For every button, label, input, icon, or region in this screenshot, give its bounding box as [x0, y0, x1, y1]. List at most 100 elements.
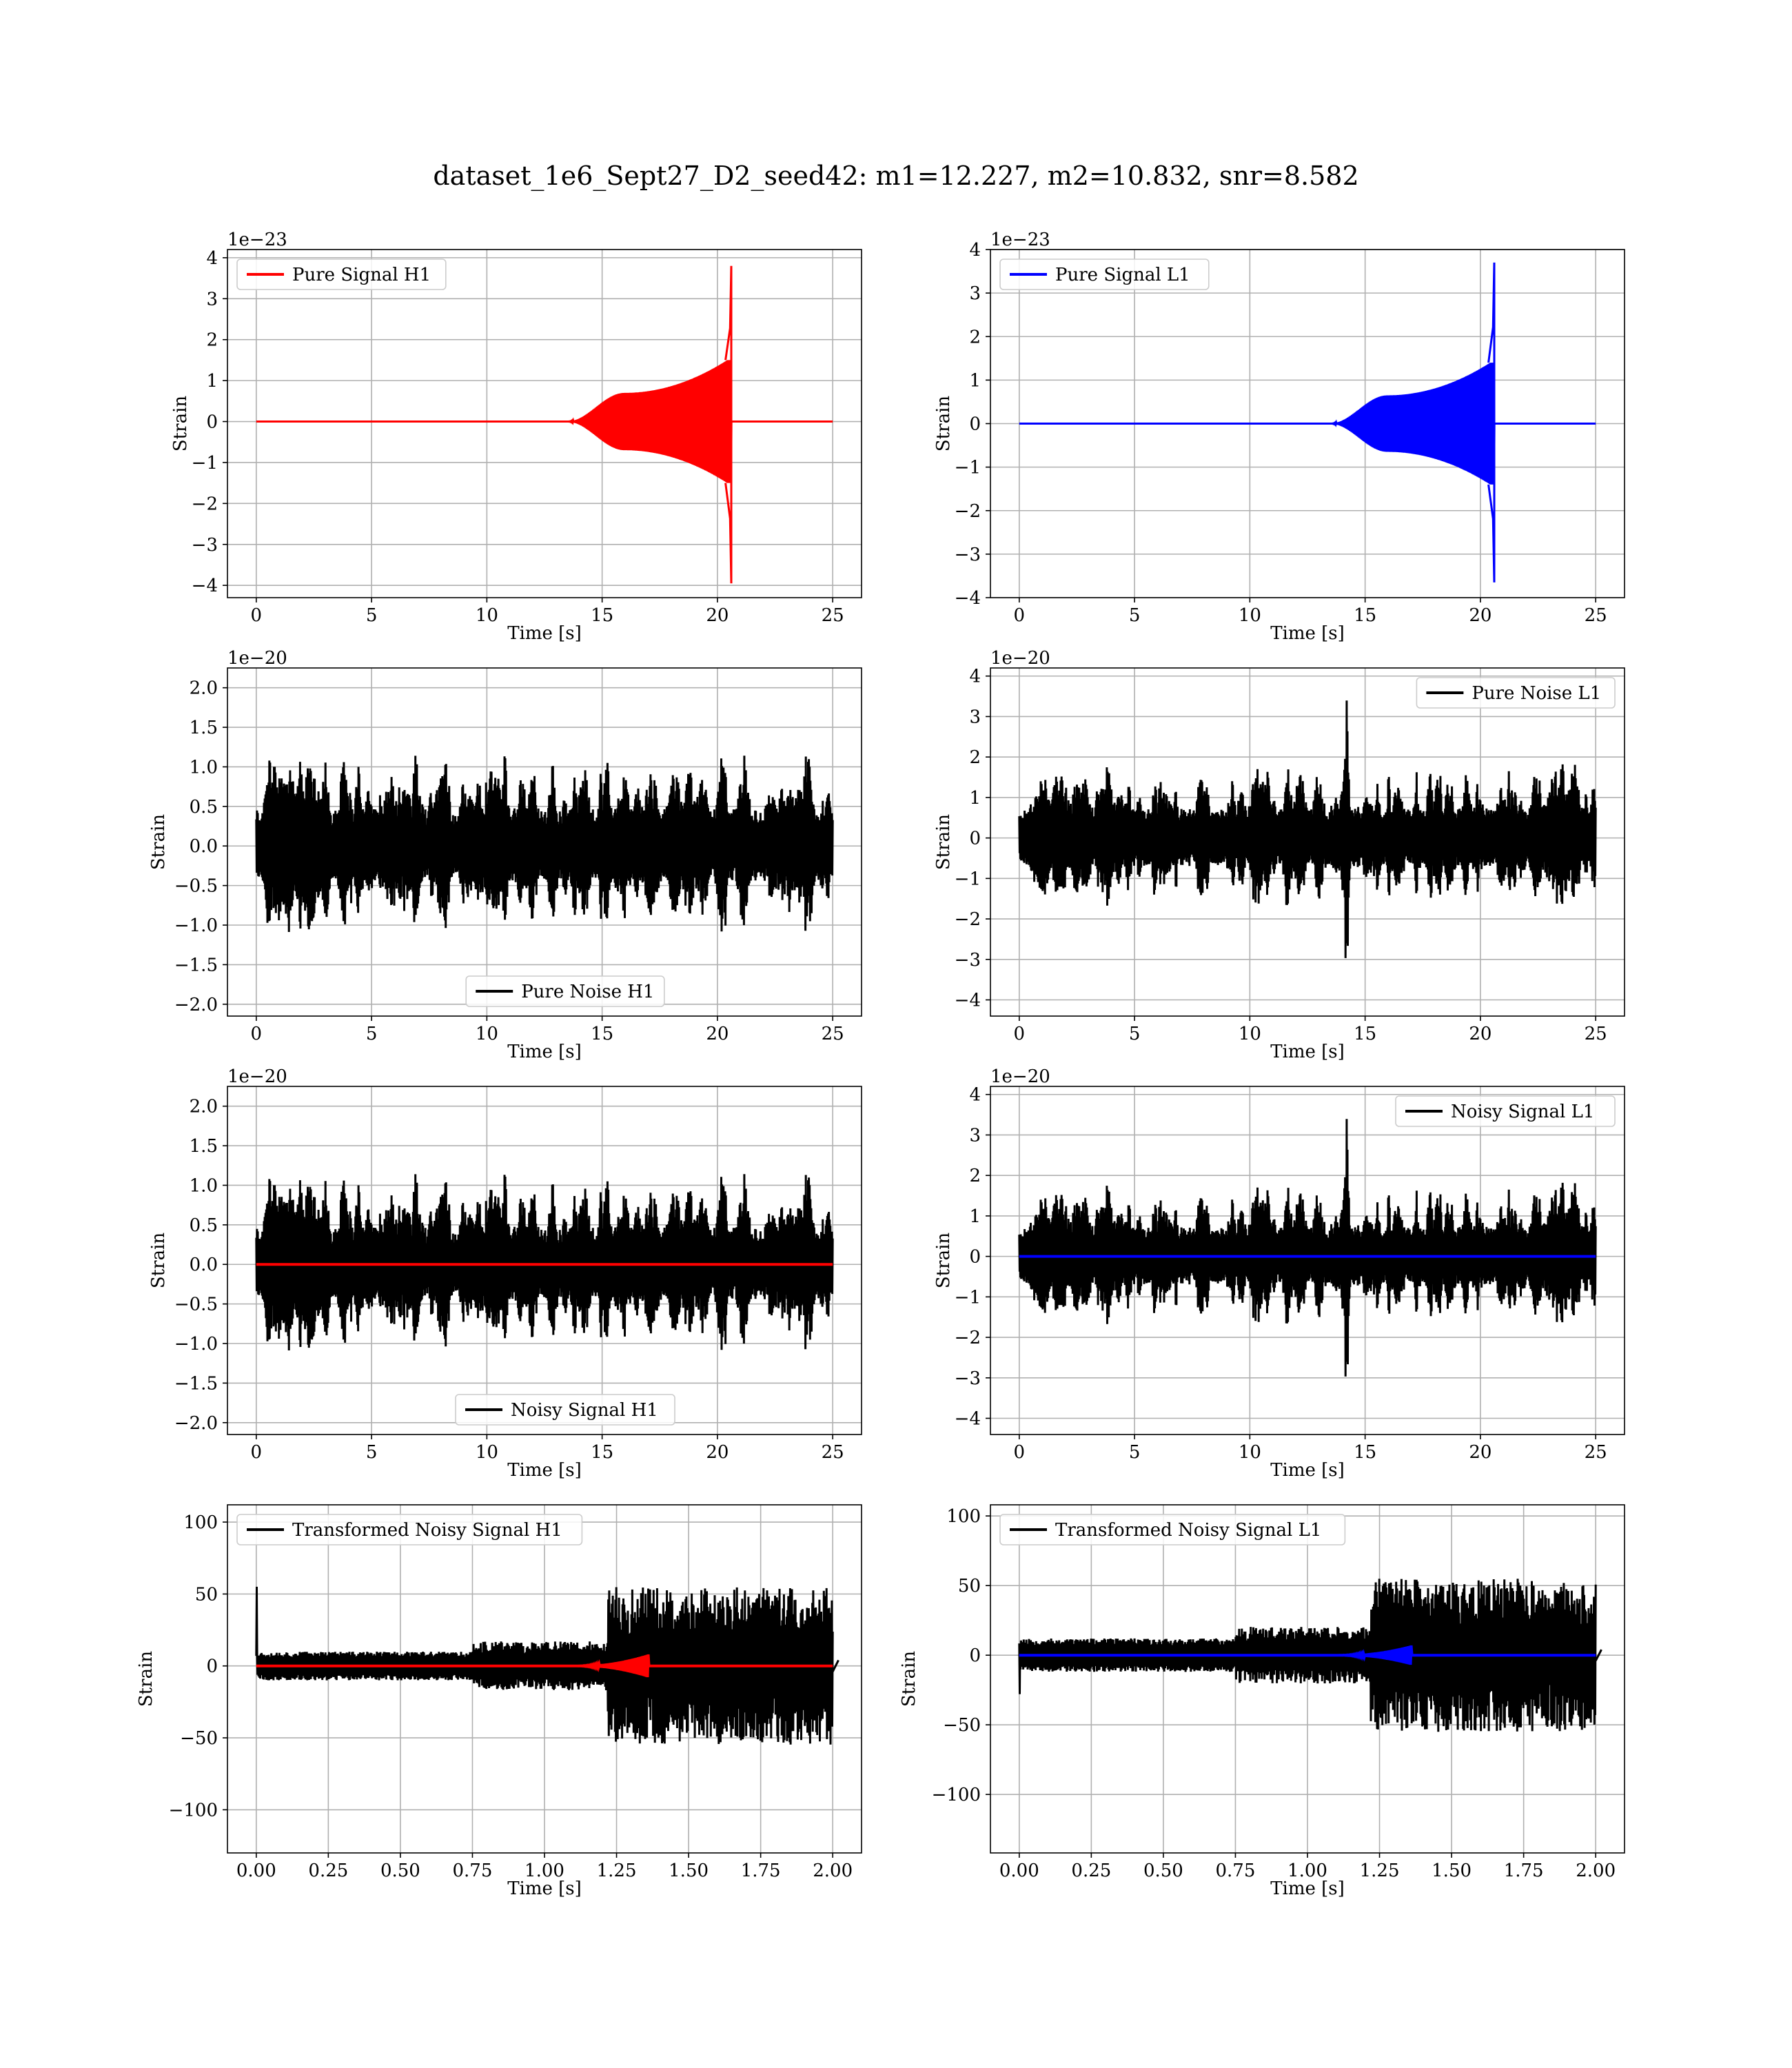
- offset-text: 1e−23: [227, 230, 287, 250]
- y-tick-label: 3: [969, 707, 981, 727]
- y-tick-label: −100: [932, 1785, 981, 1805]
- x-tick-label: 0.75: [453, 1861, 493, 1881]
- x-tick-label: 20: [706, 1442, 729, 1463]
- x-tick-label: 20: [1469, 605, 1491, 626]
- offset-text: 1e−20: [990, 1066, 1050, 1087]
- y-tick-label: 0: [969, 829, 981, 849]
- y-tick-label: 1: [969, 1206, 981, 1227]
- y-tick-label: −50: [943, 1715, 981, 1736]
- x-axis-label: Time [s]: [1270, 1042, 1345, 1062]
- x-tick-label: 25: [822, 1024, 844, 1044]
- y-tick-label: −4: [192, 576, 218, 596]
- y-tick-label: −50: [180, 1728, 218, 1749]
- plot-area: [227, 250, 862, 598]
- x-tick-label: 5: [1129, 1024, 1141, 1044]
- y-tick-label: 4: [969, 667, 981, 687]
- x-tick-label: 2.00: [813, 1861, 853, 1881]
- series-line: [255, 1174, 834, 1351]
- series-group: [255, 756, 834, 933]
- y-tick-label: 1.5: [190, 718, 218, 738]
- x-axis-label: Time [s]: [1270, 1460, 1345, 1481]
- series-line: [255, 1586, 839, 1745]
- y-tick-label: −1.5: [174, 1373, 218, 1394]
- y-tick-label: −1.5: [174, 955, 218, 975]
- legend: Transformed Noisy Signal H1: [236, 1514, 583, 1545]
- y-axis-label: Strain: [148, 814, 169, 871]
- x-tick-label: 25: [822, 1442, 844, 1463]
- x-tick-label: 10: [1239, 1442, 1261, 1463]
- x-tick-label: 1.75: [1504, 1861, 1544, 1881]
- subplot-row3-left: 0 5 10 15 20 25 −2.0 −1.5 −1.0 −0.5 0.0 0.5 1.0 1.5 2.…: [148, 1066, 862, 1481]
- y-tick-label: −2: [192, 494, 218, 514]
- y-tick-label: −0.5: [174, 876, 218, 897]
- subplot-row4-right: 0.00 0.25 0.50 0.75 1.00 1.25 1.50 1.75 2.00 −100…: [899, 1504, 1625, 1899]
- legend-box: [1395, 1095, 1616, 1127]
- x-tick-label: 5: [366, 1442, 378, 1463]
- x-tick-label: 15: [1354, 1442, 1376, 1463]
- y-tick-label: 0: [969, 1247, 981, 1268]
- x-tick-label: 15: [591, 1024, 613, 1044]
- x-axis-label: Time [s]: [507, 1042, 582, 1062]
- y-tick-label: 0.0: [190, 836, 218, 857]
- axes-frame: [990, 1086, 1625, 1435]
- series-line: [1018, 700, 1597, 958]
- y-tick-label: −1: [955, 1287, 981, 1308]
- x-tick-label: 10: [476, 1442, 498, 1463]
- y-tick-label: 0: [969, 1645, 981, 1666]
- series-line: [1019, 1645, 1596, 1665]
- x-tick-label: 1.75: [741, 1861, 781, 1881]
- subplot-row4-left: 0.00 0.25 0.50 0.75 1.00 1.25 1.50 1.75 2.00 −100…: [136, 1504, 862, 1899]
- x-axis-label: Time [s]: [1270, 623, 1345, 644]
- y-tick-label: 1: [969, 370, 981, 391]
- y-tick-label: −1.0: [174, 1334, 218, 1355]
- x-tick-label: 2.00: [1576, 1861, 1616, 1881]
- x-axis-label: Time [s]: [507, 623, 582, 644]
- y-tick-label: −2.0: [174, 1413, 218, 1434]
- legend: Pure Noise L1: [1416, 677, 1616, 709]
- y-tick-label: 3: [206, 289, 218, 310]
- y-tick-label: −2: [955, 501, 981, 522]
- x-tick-label: 0.25: [1071, 1861, 1111, 1881]
- y-tick-label: −1: [955, 869, 981, 889]
- legend-label: Pure Signal L1: [1055, 265, 1190, 285]
- figure-title: dataset_1e6_Sept27_D2_seed42: m1=12.227,…: [433, 161, 1358, 192]
- series-group: [1018, 700, 1597, 958]
- y-tick-label: −100: [169, 1800, 218, 1821]
- legend: Noisy Signal L1: [1395, 1095, 1616, 1127]
- legend: Pure Noise H1: [465, 975, 665, 1007]
- y-tick-label: 50: [195, 1584, 218, 1605]
- axes-frame: [227, 249, 862, 598]
- y-tick-label: 2: [969, 1166, 981, 1186]
- legend-box: [236, 1514, 583, 1545]
- y-tick-label: 2: [969, 327, 981, 347]
- y-tick-label: −1: [955, 458, 981, 478]
- x-tick-label: 1.25: [1360, 1861, 1400, 1881]
- legend: Noisy Signal H1: [455, 1394, 675, 1426]
- x-tick-label: 0: [251, 1442, 263, 1463]
- x-tick-label: 10: [1239, 1024, 1261, 1044]
- y-tick-label: −1: [192, 453, 218, 474]
- series-group: [256, 265, 833, 584]
- series-line: [256, 1654, 833, 1678]
- series-group: [1018, 1579, 1602, 1732]
- y-tick-label: 3: [969, 1125, 981, 1146]
- legend-box: [236, 258, 447, 290]
- y-tick-label: 2: [206, 330, 218, 351]
- y-axis-label: Strain: [933, 814, 954, 871]
- offset-text: 1e−20: [990, 648, 1050, 669]
- y-tick-label: 1.0: [190, 1175, 218, 1196]
- y-tick-label: 50: [958, 1576, 981, 1596]
- offset-text: 1e−20: [227, 1066, 287, 1087]
- y-axis-label: Strain: [170, 396, 191, 452]
- x-tick-label: 20: [1469, 1442, 1491, 1463]
- x-tick-label: 20: [1469, 1024, 1491, 1044]
- y-tick-label: −4: [955, 588, 981, 609]
- series-line: [256, 265, 833, 584]
- legend-label: Pure Noise L1: [1472, 683, 1601, 704]
- x-axis-label: Time [s]: [507, 1460, 582, 1481]
- x-tick-label: 0: [1014, 1024, 1026, 1044]
- x-axis-label: Time [s]: [507, 1878, 582, 1899]
- series-line: [1018, 1119, 1597, 1377]
- y-tick-label: 4: [969, 240, 981, 261]
